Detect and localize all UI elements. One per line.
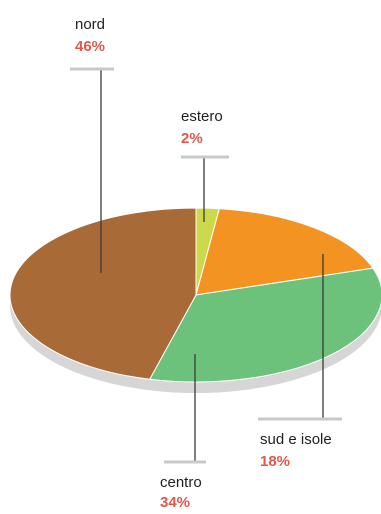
pie-labels: nord 46% estero 2% sud e isole 18% centr…: [75, 16, 332, 511]
label-centro-value: 34%: [160, 494, 190, 509]
pie-slice-sud-e-isole: [195, 208, 374, 296]
label-centro-name: centro: [160, 474, 202, 491]
label-estero-value: 2%: [181, 130, 203, 147]
label-sud-e-isole-value: 18%: [260, 453, 290, 470]
pie-slice-nord: [9, 207, 197, 380]
leader-lines: [70, 67, 342, 464]
label-nord-name: nord: [75, 16, 105, 33]
label-estero-name: estero: [181, 108, 223, 125]
label-nord-value: 46%: [75, 38, 105, 55]
pie-slices: [9, 207, 381, 383]
label-sud-e-isole-name: sud e isole: [260, 431, 332, 448]
